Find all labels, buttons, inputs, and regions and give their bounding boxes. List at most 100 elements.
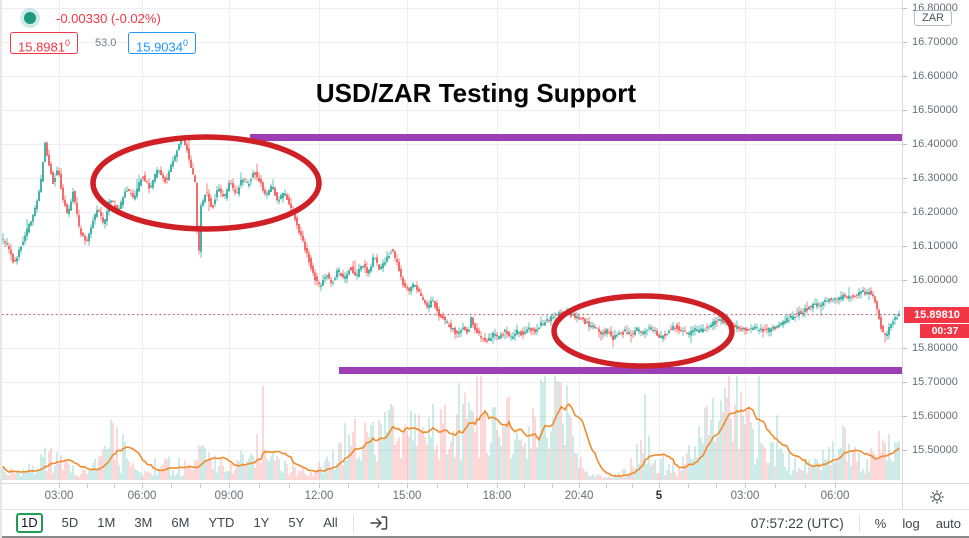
gear-icon[interactable] <box>928 488 946 506</box>
time-axis-tick <box>659 484 660 488</box>
drawings[interactable] <box>90 134 902 374</box>
price-axis-label: 16.70000 <box>912 36 958 48</box>
price-axis-label: 15.50000 <box>912 444 958 456</box>
candles <box>2 135 900 348</box>
price-axis-tick <box>903 381 907 383</box>
time-axis-tick <box>745 484 746 488</box>
price-axis-tick <box>903 143 907 145</box>
time-axis-label: 06:00 <box>127 490 157 502</box>
price-axis-tick <box>903 415 907 417</box>
price-axis-tick <box>903 279 907 281</box>
time-axis-tick <box>200 484 201 488</box>
toolbar-divider <box>858 514 860 532</box>
resistance-line <box>250 134 902 141</box>
log-scale-button[interactable]: log <box>902 515 920 531</box>
range-button-ytd[interactable]: YTD <box>208 515 235 530</box>
currency-badge: ZAR <box>914 10 952 26</box>
time-axis-tick <box>59 484 60 488</box>
time-axis-label: 03:00 <box>730 490 760 502</box>
range-button-1d[interactable]: 1D <box>16 513 43 533</box>
price-axis-label: 16.10000 <box>912 240 958 252</box>
price-axis-tick <box>903 347 907 349</box>
auto-scale-button[interactable]: auto <box>935 515 961 531</box>
time-axis-label: 12:00 <box>304 490 334 502</box>
time-axis-tick <box>688 484 689 488</box>
price-axis-label: 16.60000 <box>912 70 958 82</box>
grid-lines <box>2 0 902 483</box>
time-axis-tick <box>229 484 230 488</box>
go-to-date-icon <box>369 516 387 530</box>
spread-value: 53.0 <box>95 37 117 49</box>
time-axis-tick <box>171 484 172 488</box>
price-axis-label: 16.30000 <box>912 172 958 184</box>
time-axis-tick <box>632 484 633 488</box>
time-axis-tick <box>497 484 498 488</box>
candlestick-chart <box>2 0 902 483</box>
range-button-6m[interactable]: 6M <box>171 515 190 530</box>
time-axis-tick <box>437 484 438 488</box>
ask-button[interactable]: 15.90340 <box>128 32 197 55</box>
toolbar-divider <box>352 514 354 532</box>
volume-pane <box>2 376 900 480</box>
time-axis-tick <box>606 484 607 488</box>
time-axis-tick <box>805 484 806 488</box>
range-button-3m[interactable]: 3M <box>134 515 153 530</box>
range-button-5d[interactable]: 5D <box>61 515 79 530</box>
time-axis-tick <box>407 484 408 488</box>
price-axis-tick <box>903 211 907 213</box>
time-axis-tick <box>142 484 143 488</box>
price-axis-label: 15.80000 <box>912 342 958 354</box>
time-axis-tick <box>348 484 349 488</box>
price-axis-tick <box>903 7 907 9</box>
time-axis-tick <box>114 484 115 488</box>
time-axis-label: 18:00 <box>482 490 512 502</box>
time-axis-tick <box>378 484 379 488</box>
go-to-date-button[interactable] <box>369 513 389 533</box>
price-axis[interactable]: 16.80000 16.70000 16.60000 16.50000 16.40000… <box>902 0 969 483</box>
market-status-dot <box>24 12 36 24</box>
time-axis-tick <box>289 484 290 488</box>
price-axis-label: 16.00000 <box>912 274 958 286</box>
time-axis-label: 20:40 <box>564 490 594 502</box>
time-axis-tick <box>579 484 580 488</box>
time-axis-label: 03:00 <box>44 490 74 502</box>
time-axis[interactable]: 03:00 06:00 09:00 12:00 15:00 18:00 20:40 5 03:0… <box>2 483 902 509</box>
time-axis-tick <box>259 484 260 488</box>
highlight-ellipse-2 <box>551 293 735 369</box>
chart-annotation-title: USD/ZAR Testing Support <box>315 78 637 108</box>
time-axis-tick <box>524 484 525 488</box>
ask-price: 15.9034 <box>136 39 183 55</box>
time-axis-label: 09:00 <box>214 490 244 502</box>
time-axis-tick <box>716 484 717 488</box>
volume-ma-line <box>2 402 900 477</box>
percent-scale-button[interactable]: % <box>874 515 887 531</box>
toolbar-right-group: 07:57:22 (UTC) % log auto <box>751 514 969 532</box>
price-axis-tick <box>903 245 907 247</box>
axis-settings-corner[interactable] <box>902 483 969 509</box>
bid-button[interactable]: 15.89810 <box>10 32 79 55</box>
price-change-text: -0.00330 (-0.02%) <box>56 11 161 26</box>
price-axis-tick <box>903 177 907 179</box>
chart-pane[interactable]: USD/ZAR Testing Support -0.00330 (-0.02%… <box>2 0 902 483</box>
time-axis-label: 15:00 <box>392 490 422 502</box>
price-axis-label: 16.40000 <box>912 138 958 150</box>
time-axis-tick <box>319 484 320 488</box>
time-axis-tick <box>775 484 776 488</box>
bar-close-countdown: 00:37 <box>920 324 969 338</box>
last-price-tag: 15.89810 <box>904 307 969 323</box>
range-button-5y[interactable]: 5Y <box>288 515 305 530</box>
range-selector: 1D 5D 1M 3M 6M YTD 1Y 5Y All <box>2 513 338 533</box>
range-button-1y[interactable]: 1Y <box>253 515 270 530</box>
bid-price: 15.8981 <box>18 39 65 55</box>
range-button-all[interactable]: All <box>323 515 338 530</box>
price-axis-label: 16.50000 <box>912 104 958 116</box>
highlight-ellipse-1 <box>90 134 322 232</box>
price-axis-tick <box>903 109 907 111</box>
time-axis-tick <box>552 484 553 488</box>
clock[interactable]: 07:57:22 (UTC) <box>750 515 844 531</box>
range-button-1m[interactable]: 1M <box>97 515 116 530</box>
price-axis-tick <box>903 75 907 77</box>
price-axis-label: 16.20000 <box>912 206 958 218</box>
time-axis-tick <box>835 484 836 488</box>
